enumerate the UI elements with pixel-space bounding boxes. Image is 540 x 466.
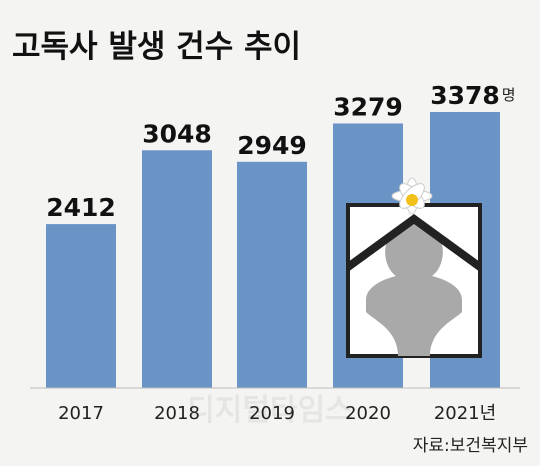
memorial-portrait: [346, 177, 482, 358]
portrait-silhouette: [366, 222, 462, 356]
flower: [391, 177, 433, 215]
x-tick-label: 2020: [345, 403, 391, 424]
chart-title: 고독사 발생 건수 추이: [12, 29, 301, 65]
x-tick-label: 2017: [58, 403, 104, 424]
value-label: 3378: [430, 81, 500, 110]
bar: [46, 224, 116, 388]
mourning-ribbon: [348, 214, 480, 272]
watermark: 디지털타임스: [187, 393, 353, 428]
bar: [142, 150, 212, 388]
x-tick-label: 2019: [249, 403, 295, 424]
bar: [237, 161, 307, 388]
value-unit: 명: [502, 86, 516, 104]
value-label: 2412: [46, 193, 116, 222]
value-label: 2949: [237, 131, 307, 160]
source: 자료:보건복지부: [413, 436, 528, 456]
value-label: 3279: [333, 92, 403, 121]
x-tick-label: 2021년: [434, 403, 496, 424]
value-label: 3048: [142, 119, 212, 148]
x-tick-label: 2018: [154, 403, 200, 424]
